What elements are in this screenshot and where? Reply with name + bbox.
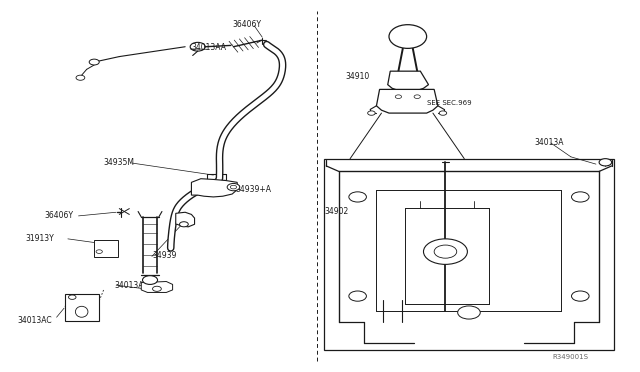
Polygon shape	[376, 89, 438, 113]
Circle shape	[349, 192, 367, 202]
Circle shape	[349, 291, 367, 301]
Text: 34902: 34902	[324, 207, 349, 216]
Text: 34013AA: 34013AA	[191, 43, 227, 52]
Circle shape	[434, 245, 457, 258]
Circle shape	[179, 222, 188, 227]
Circle shape	[89, 59, 99, 65]
FancyBboxPatch shape	[94, 240, 118, 257]
Circle shape	[367, 111, 375, 115]
FancyBboxPatch shape	[65, 294, 99, 321]
Circle shape	[68, 295, 76, 299]
Circle shape	[424, 239, 467, 264]
Circle shape	[439, 111, 447, 115]
Circle shape	[227, 183, 240, 191]
Text: 34910: 34910	[345, 72, 369, 81]
Text: 36406Y: 36406Y	[44, 211, 73, 220]
Text: 36406Y: 36406Y	[232, 20, 261, 29]
Text: R349001S: R349001S	[552, 354, 588, 360]
Bar	[324, 159, 614, 350]
Text: 34013AB: 34013AB	[115, 280, 150, 290]
Text: SEE SEC.969: SEE SEC.969	[427, 100, 471, 106]
Ellipse shape	[389, 25, 427, 48]
Circle shape	[152, 286, 161, 291]
Text: 34013AC: 34013AC	[18, 316, 52, 325]
Circle shape	[96, 250, 102, 253]
Circle shape	[76, 75, 85, 80]
Circle shape	[458, 306, 480, 319]
Circle shape	[396, 95, 401, 99]
Polygon shape	[388, 71, 429, 90]
Polygon shape	[176, 212, 195, 227]
Circle shape	[143, 276, 157, 285]
Polygon shape	[191, 179, 237, 197]
Circle shape	[572, 291, 589, 301]
Polygon shape	[141, 282, 173, 292]
Circle shape	[572, 192, 589, 202]
Text: 34013A: 34013A	[534, 138, 564, 147]
Text: 34935M: 34935M	[104, 158, 134, 167]
Text: 31913Y: 31913Y	[25, 234, 54, 243]
Circle shape	[599, 159, 612, 166]
Text: 34939: 34939	[152, 251, 176, 260]
Text: 34939+A: 34939+A	[236, 185, 271, 194]
Circle shape	[414, 95, 420, 99]
